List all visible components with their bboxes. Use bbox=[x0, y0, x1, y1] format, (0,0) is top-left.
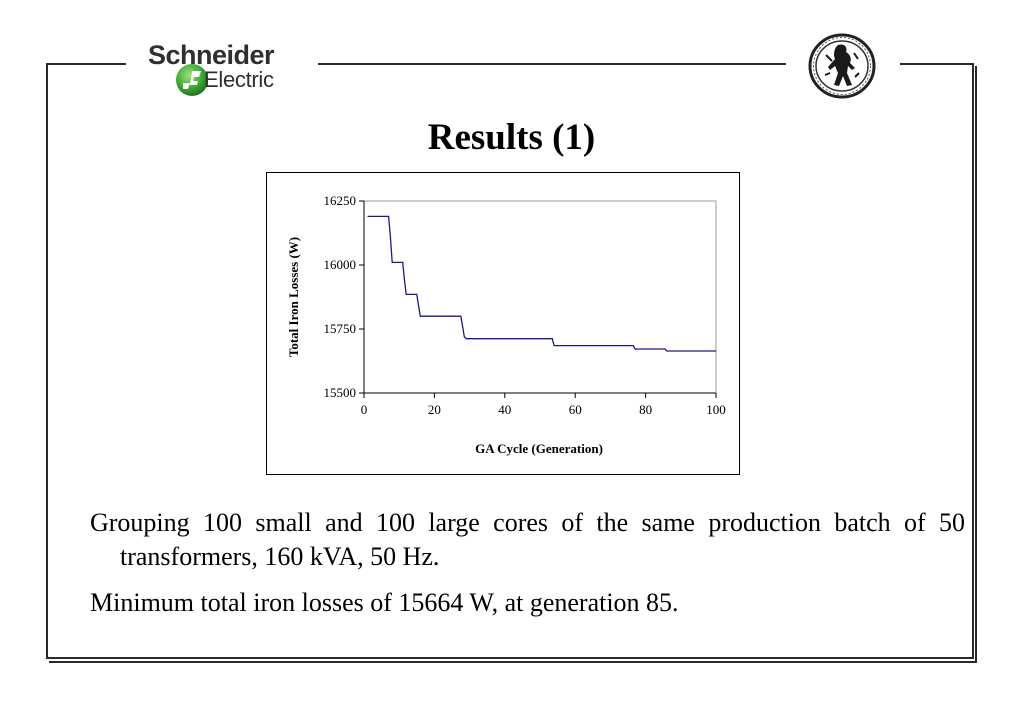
x-tick-label: 40 bbox=[498, 402, 511, 417]
chart-container: 15500 15750 16000 16250 0 20 40 60 80 100 Total I… bbox=[266, 172, 740, 475]
frame-top-right bbox=[900, 63, 974, 65]
logo-word-bottom: Electric bbox=[204, 67, 274, 92]
paragraph-minimum-losses: Minimum total iron losses of 15664 W, at… bbox=[90, 588, 679, 617]
x-tick-label: 0 bbox=[361, 402, 368, 417]
x-tick-label: 20 bbox=[428, 402, 441, 417]
frame-shadow-right bbox=[975, 66, 977, 663]
x-tick-label: 100 bbox=[706, 402, 726, 417]
y-axis-label: Total Iron Losses (W) bbox=[286, 237, 301, 357]
y-tick-label: 15500 bbox=[324, 385, 357, 400]
y-tick-label: 16000 bbox=[324, 257, 357, 272]
y-tick-label: 15750 bbox=[324, 321, 357, 336]
frame-left bbox=[46, 63, 48, 659]
logo-word-top: Schneider bbox=[148, 40, 275, 70]
frame-right bbox=[972, 63, 974, 659]
x-tick-label: 80 bbox=[639, 402, 652, 417]
page-title: Results (1) bbox=[427, 117, 596, 158]
line-chart: 15500 15750 16000 16250 0 20 40 60 80 100 Total I… bbox=[286, 193, 726, 456]
paragraph-grouping: Grouping 100 small and 100 large cores o… bbox=[90, 508, 965, 571]
y-tick-label: 16250 bbox=[324, 193, 357, 208]
x-axis-label: GA Cycle (Generation) bbox=[475, 441, 603, 456]
schneider-electric-logo: Schneider Electric bbox=[146, 40, 296, 102]
frame-top-middle bbox=[318, 63, 786, 65]
university-seal-icon bbox=[808, 33, 876, 99]
frame-top-left bbox=[46, 63, 126, 65]
frame-shadow-bottom bbox=[49, 661, 977, 663]
series-line bbox=[367, 215, 716, 352]
x-tick-label: 60 bbox=[569, 402, 582, 417]
frame-bottom bbox=[46, 657, 974, 659]
schneider-leaf-icon bbox=[176, 64, 208, 96]
